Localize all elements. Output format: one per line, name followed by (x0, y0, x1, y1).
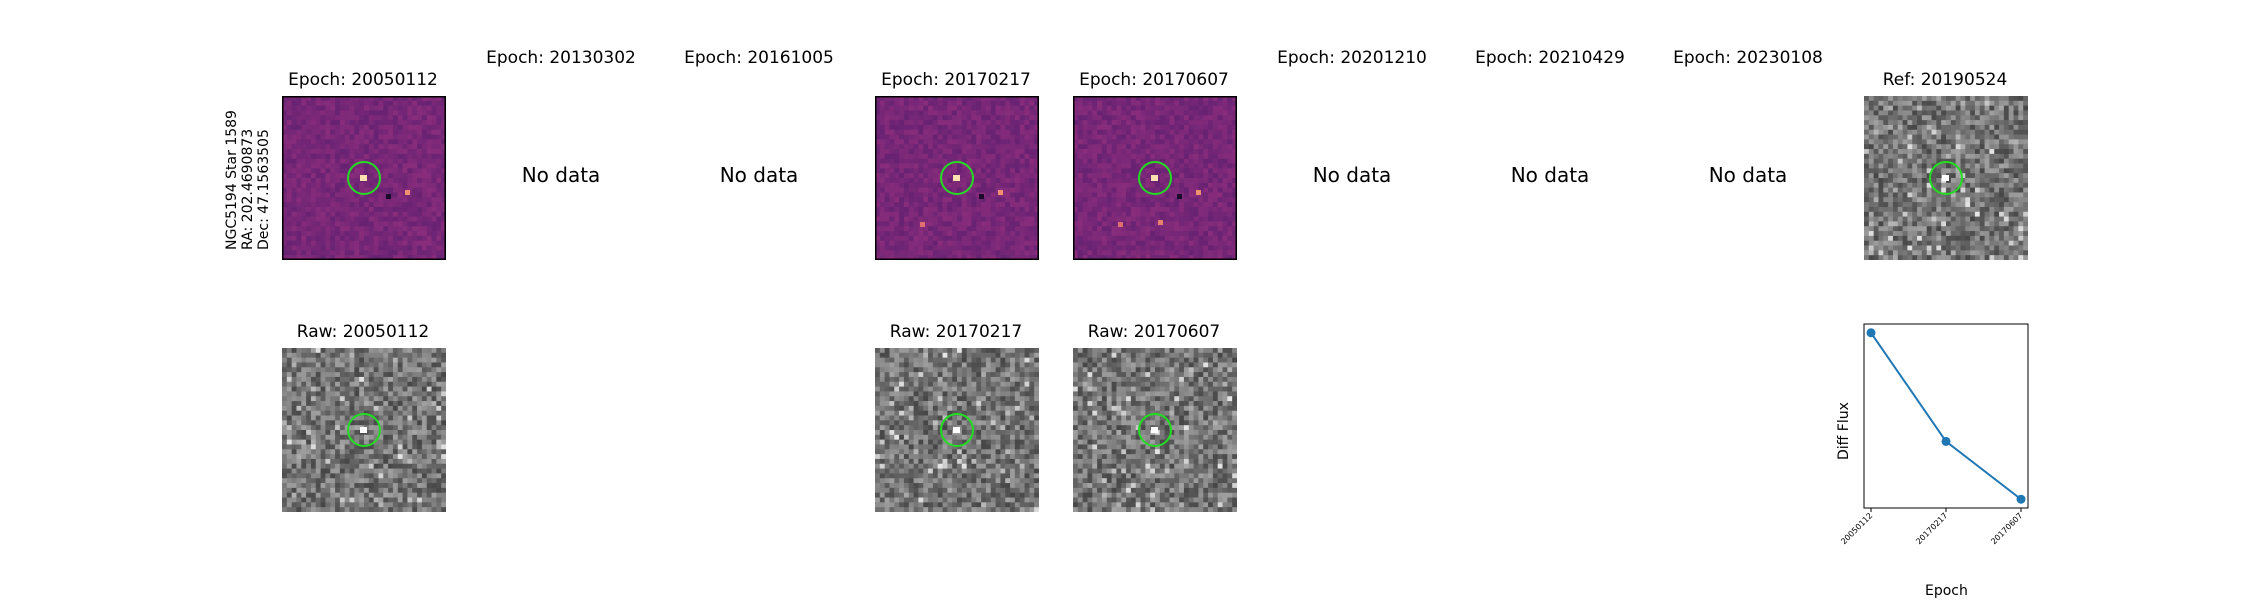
data-point (1867, 328, 1876, 337)
object-name: NGC5194 Star 1589 (224, 110, 240, 250)
plot-area (1864, 324, 2028, 508)
data-point (1942, 437, 1951, 446)
no-data-label: No data (1450, 163, 1650, 187)
raw-title-20170217: Raw: 20170217 (856, 322, 1056, 342)
raw-image-20050112 (282, 348, 446, 512)
light-curve-svg: 20050112 20170217 20170607 (1840, 318, 2040, 600)
no-data-label: No data (659, 163, 859, 187)
panel-title-ref: Ref: 20190524 (1845, 70, 2045, 90)
raw-title-20050112: Raw: 20050112 (263, 322, 463, 342)
panel-title-epoch-3: Epoch: 20161005 (659, 48, 859, 68)
object-dec: Dec: 47.1563505 (256, 110, 272, 250)
no-data-label: No data (1648, 163, 1848, 187)
x-tick-label: 20170217 (1914, 511, 1949, 546)
object-label: NGC5194 Star 1589 RA: 202.4690873 Dec: 4… (224, 110, 272, 250)
no-data-label: No data (461, 163, 661, 187)
object-ra: RA: 202.4690873 (240, 110, 256, 250)
raw-image-20170607 (1073, 348, 1237, 512)
diff-image-20050112 (282, 96, 446, 260)
x-tick-label: 20050112 (1840, 511, 1874, 546)
raw-title-20170607: Raw: 20170607 (1054, 322, 1254, 342)
raw-image-20170217 (875, 348, 1039, 512)
y-axis-label: Diff Flux (1836, 402, 1852, 460)
panel-title-epoch-5: Epoch: 20170607 (1054, 70, 1254, 90)
light-curve-chart: 20050112 20170217 20170607 (1840, 318, 2040, 600)
panel-title-epoch-8: Epoch: 20230108 (1648, 48, 1848, 68)
reference-image (1864, 96, 2028, 260)
panel-title-epoch-1: Epoch: 20050112 (263, 70, 463, 90)
panel-title-epoch-4: Epoch: 20170217 (856, 70, 1056, 90)
data-point (2017, 495, 2026, 504)
x-tick-label: 20170607 (1989, 511, 2024, 546)
diff-image-20170217 (875, 96, 1039, 260)
panel-title-epoch-6: Epoch: 20201210 (1252, 48, 1452, 68)
diff-image-20170607 (1073, 96, 1237, 260)
series-line (1871, 333, 2021, 499)
panel-title-epoch-2: Epoch: 20130302 (461, 48, 661, 68)
no-data-label: No data (1252, 163, 1452, 187)
panel-title-epoch-7: Epoch: 20210429 (1450, 48, 1650, 68)
x-axis-label: Epoch (1925, 583, 1968, 599)
